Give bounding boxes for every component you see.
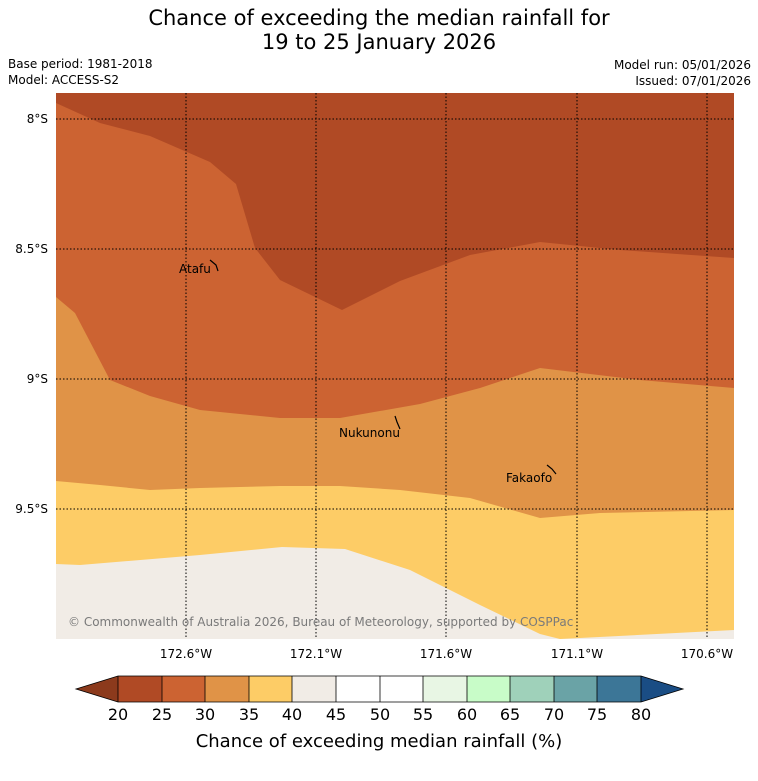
model-run-text: Model run: 05/01/2026 xyxy=(613,58,751,72)
colorbar-swatch-60-65 xyxy=(467,676,510,702)
lat-label-8s: 8°S xyxy=(27,112,48,126)
lon-label-170-6w: 170.6°W xyxy=(681,647,733,661)
longitude-labels: 172.6°W 172.1°W 171.6°W 171.1°W 170.6°W xyxy=(160,647,733,661)
latitude-labels: 8°S 8.5°S 9°S 9.5°S xyxy=(15,112,48,516)
lon-label-172-6w: 172.6°W xyxy=(160,647,212,661)
colorbar-tick-40: 40 xyxy=(282,705,302,724)
graticule xyxy=(56,93,734,639)
lat-label-8-5s: 8.5°S xyxy=(15,242,48,256)
lon-label-171-6w: 171.6°W xyxy=(420,647,472,661)
colorbar-swatch-75-80 xyxy=(597,676,641,702)
map-area: Atafu Nukunonu Fakaofo © Commonwealth of… xyxy=(56,93,734,639)
place-label-nukunonu: Nukunonu xyxy=(339,426,400,440)
colorbar-extend-high xyxy=(641,676,683,702)
issued-text: Issued: 07/01/2026 xyxy=(635,74,751,88)
colorbar-tick-50: 50 xyxy=(370,705,390,724)
colorbar-tick-70: 70 xyxy=(544,705,564,724)
colorbar-tick-30: 30 xyxy=(195,705,215,724)
lat-label-9-5s: 9.5°S xyxy=(15,502,48,516)
colorbar-tick-80: 80 xyxy=(631,705,651,724)
atafu-atoll-shape xyxy=(209,259,219,272)
colorbar-tick-55: 55 xyxy=(413,705,433,724)
colorbar-swatch-20-25 xyxy=(118,676,162,702)
colorbar-tick-45: 45 xyxy=(326,705,346,724)
colorbar-tick-35: 35 xyxy=(239,705,259,724)
band-20-25 xyxy=(56,93,734,310)
colorbar-tick-65: 65 xyxy=(500,705,520,724)
colorbar-swatch-55-60 xyxy=(423,676,467,702)
colorbar-extend-low xyxy=(76,676,118,702)
place-label-atafu: Atafu xyxy=(179,262,211,276)
chart-title-line-2: 19 to 25 January 2026 xyxy=(261,30,497,54)
colorbar-swatch-25-30 xyxy=(162,676,205,702)
atoll-outlines xyxy=(209,259,557,475)
place-label-fakaofo: Fakaofo xyxy=(506,471,552,485)
colorbar-swatch-30-35 xyxy=(205,676,249,702)
colorbar-tick-20: 20 xyxy=(108,705,128,724)
colorbar-tick-25: 25 xyxy=(152,705,172,724)
colorbar: 20 25 30 35 40 45 50 55 60 65 70 75 80 C… xyxy=(74,675,685,752)
colorbar-tick-60: 60 xyxy=(457,705,477,724)
colorbar-swatch-40-45 xyxy=(292,676,336,702)
fakaofo-atoll-shape xyxy=(546,464,557,475)
base-period-text: Base period: 1981-2018 xyxy=(8,57,153,71)
lon-label-172-1w: 172.1°W xyxy=(290,647,342,661)
lat-label-9s: 9°S xyxy=(27,372,48,386)
colorbar-tick-75: 75 xyxy=(587,705,607,724)
colorbar-ticks: 20 25 30 35 40 45 50 55 60 65 70 75 80 xyxy=(108,705,651,724)
model-text: Model: ACCESS-S2 xyxy=(8,73,120,87)
chart-title-line-1: Chance of exceeding the median rainfall … xyxy=(148,6,610,30)
copyright-notice: © Commonwealth of Australia 2026, Bureau… xyxy=(68,615,573,629)
colorbar-swatch-35-40 xyxy=(249,676,292,702)
colorbar-swatch-70-75 xyxy=(554,676,597,702)
colorbar-title: Chance of exceeding median rainfall (%) xyxy=(196,731,563,752)
colorbar-swatch-65-70 xyxy=(510,676,554,702)
colorbar-swatch-45-55 xyxy=(336,676,423,702)
lon-label-171-1w: 171.1°W xyxy=(551,647,603,661)
nukunonu-atoll-shape xyxy=(394,415,401,430)
